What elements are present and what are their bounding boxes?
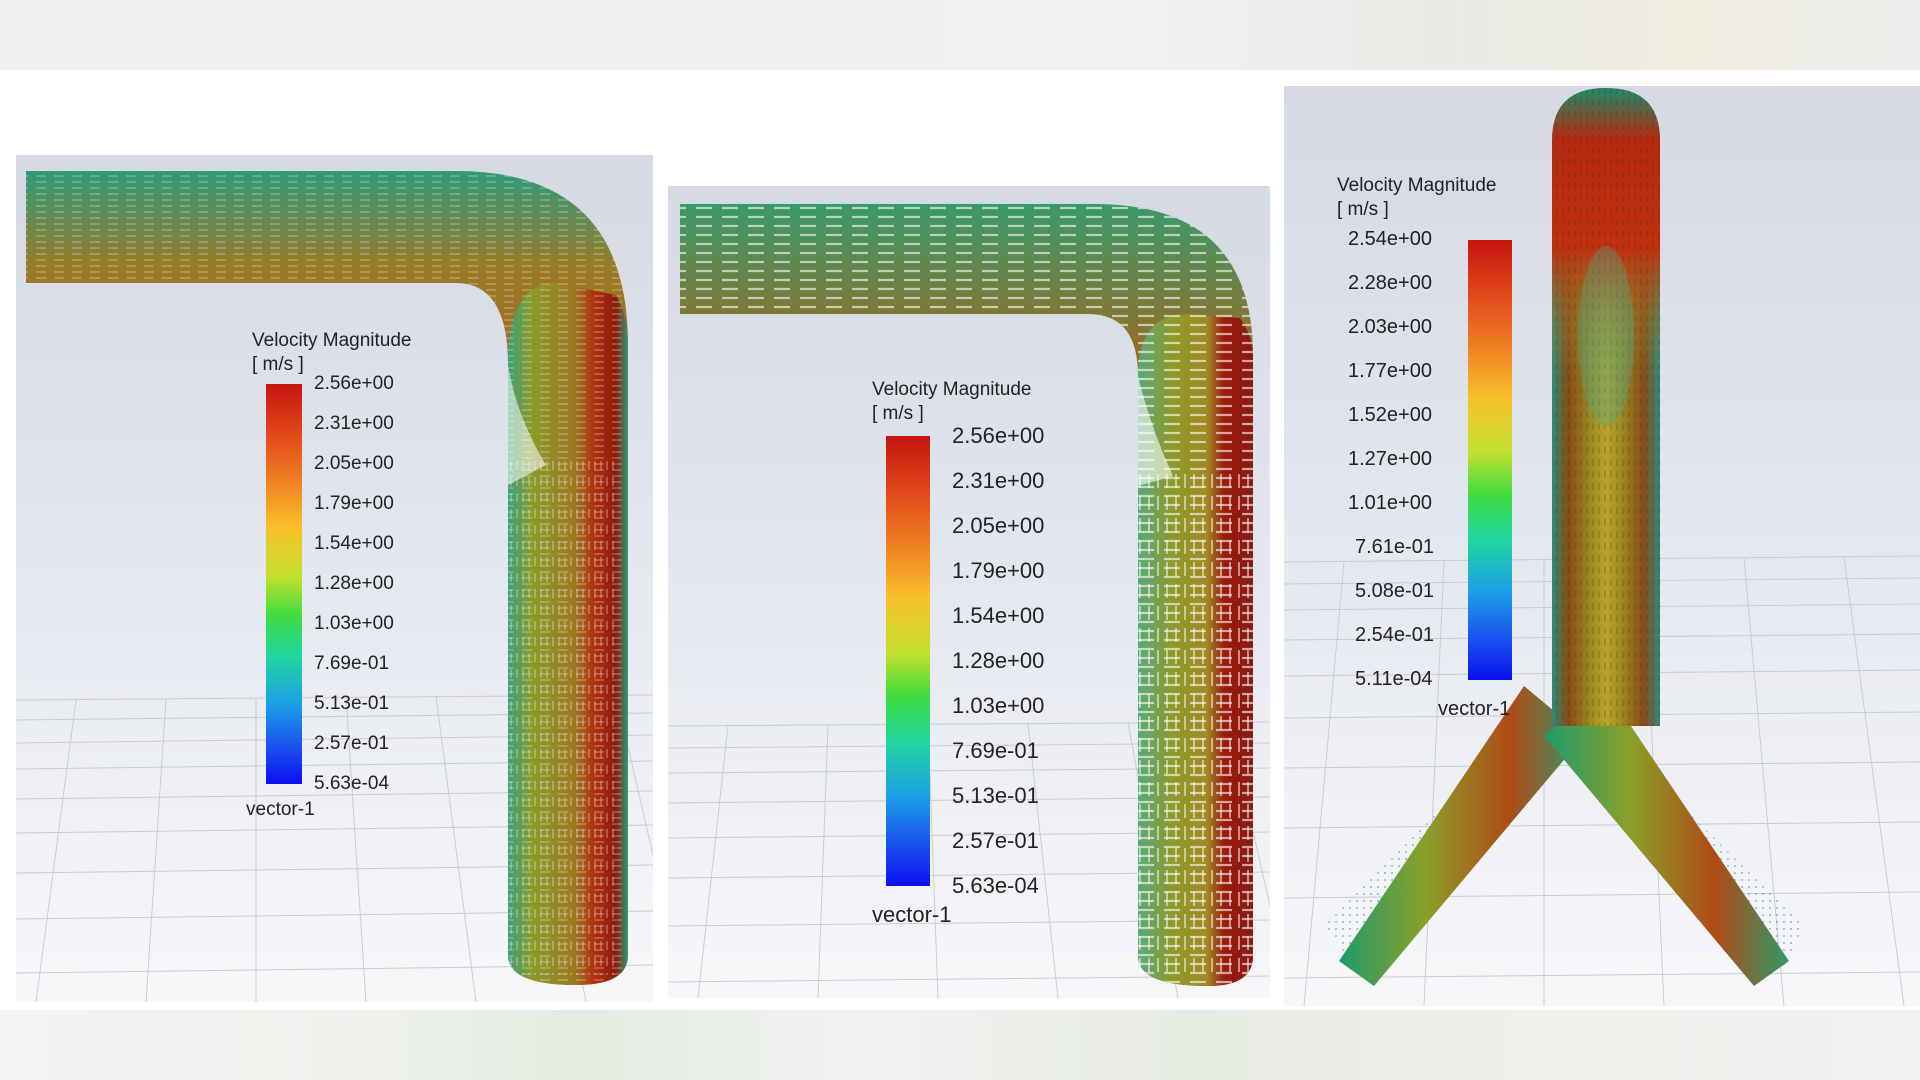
tick-label: 2.31e+00 [314,413,394,434]
tick-label: 1.79e+00 [952,558,1045,583]
tick-label: 1.54e+00 [952,603,1045,628]
tick-label: 1.28e+00 [314,573,394,594]
legend-title: Velocity Magnitude [872,379,1032,400]
color-scale-bar [266,384,302,784]
tick-label: 2.28e+00 [1348,272,1432,294]
legend-unit: [ m/s ] [252,353,304,375]
tick-label: 2.05e+00 [952,513,1045,538]
velocity-legend: Velocity Magnitude [ m/s ] 2.56e+00 2.31… [872,378,1092,938]
tick-label: 2.31e+00 [952,468,1045,493]
panel-elbow-middle: Velocity Magnitude [ m/s ] 2.56e+00 2.31… [668,186,1270,998]
tick-label: 1.28e+00 [952,648,1045,673]
tick-label: 1.77e+00 [1348,360,1432,382]
tick-label: 5.63e-04 [314,773,390,794]
tick-label: 5.13e-01 [314,693,390,714]
tick-label: 1.52e+00 [1348,404,1432,426]
tick-label: 7.69e-01 [952,738,1039,763]
tick-label: 2.57e-01 [952,828,1039,853]
floor-grid [16,694,653,1002]
top-margin-band [0,0,1920,70]
legend-title: Velocity Magnitude [252,330,412,351]
legend-name: vector-1 [246,799,315,820]
tick-label: 2.54e-01 [1355,624,1434,646]
y-left-arm [1339,686,1584,986]
tick-label: 5.08e-01 [1355,580,1434,602]
tick-label: 2.56e+00 [952,423,1045,448]
tick-label: 7.61e-01 [1355,536,1434,558]
panel-y-junction: Velocity Magnitude [ m/s ] 2.54e+00 2.28… [1284,86,1920,1006]
tick-label: 5.63e-04 [952,873,1039,898]
velocity-legend: Velocity Magnitude [ m/s ] 2.56e+00 2.31… [246,329,452,820]
legend-unit: [ m/s ] [872,402,924,424]
elbow-middle-scene [668,204,1270,998]
tick-label: 2.57e-01 [314,733,390,754]
y-right-arm [1544,686,1789,986]
legend-name: vector-1 [872,902,952,927]
tick-label: 2.54e+00 [1348,228,1432,250]
tick-label: 5.11e-04 [1355,668,1433,690]
legend-title: Velocity Magnitude [1337,175,1497,196]
tick-label: 2.56e+00 [314,373,394,394]
tick-label: 1.03e+00 [952,693,1045,718]
y-junction-scene [1284,88,1920,1006]
tick-label: 7.69e-01 [314,653,390,674]
legend-unit: [ m/s ] [1337,198,1389,220]
tick-label: 1.79e+00 [314,493,394,514]
panel-elbow-left: Velocity Magnitude [ m/s ] 2.56e+00 2.31… [16,155,653,1002]
velocity-legend: Velocity Magnitude [ m/s ] 2.54e+00 2.28… [1337,174,1557,734]
tick-label: 1.54e+00 [314,533,394,554]
tick-label: 5.13e-01 [952,783,1039,808]
tick-label: 1.03e+00 [314,613,394,634]
tick-label: 2.05e+00 [314,453,394,474]
legend-name: vector-1 [1438,698,1511,720]
color-scale-bar [886,436,930,886]
tick-label: 1.01e+00 [1348,492,1432,514]
elbow-left-scene [16,171,653,1002]
tick-label: 2.03e+00 [1348,316,1432,338]
color-scale-bar [1468,240,1512,680]
bottom-margin-band [0,1010,1920,1080]
tick-label: 1.27e+00 [1348,448,1432,470]
